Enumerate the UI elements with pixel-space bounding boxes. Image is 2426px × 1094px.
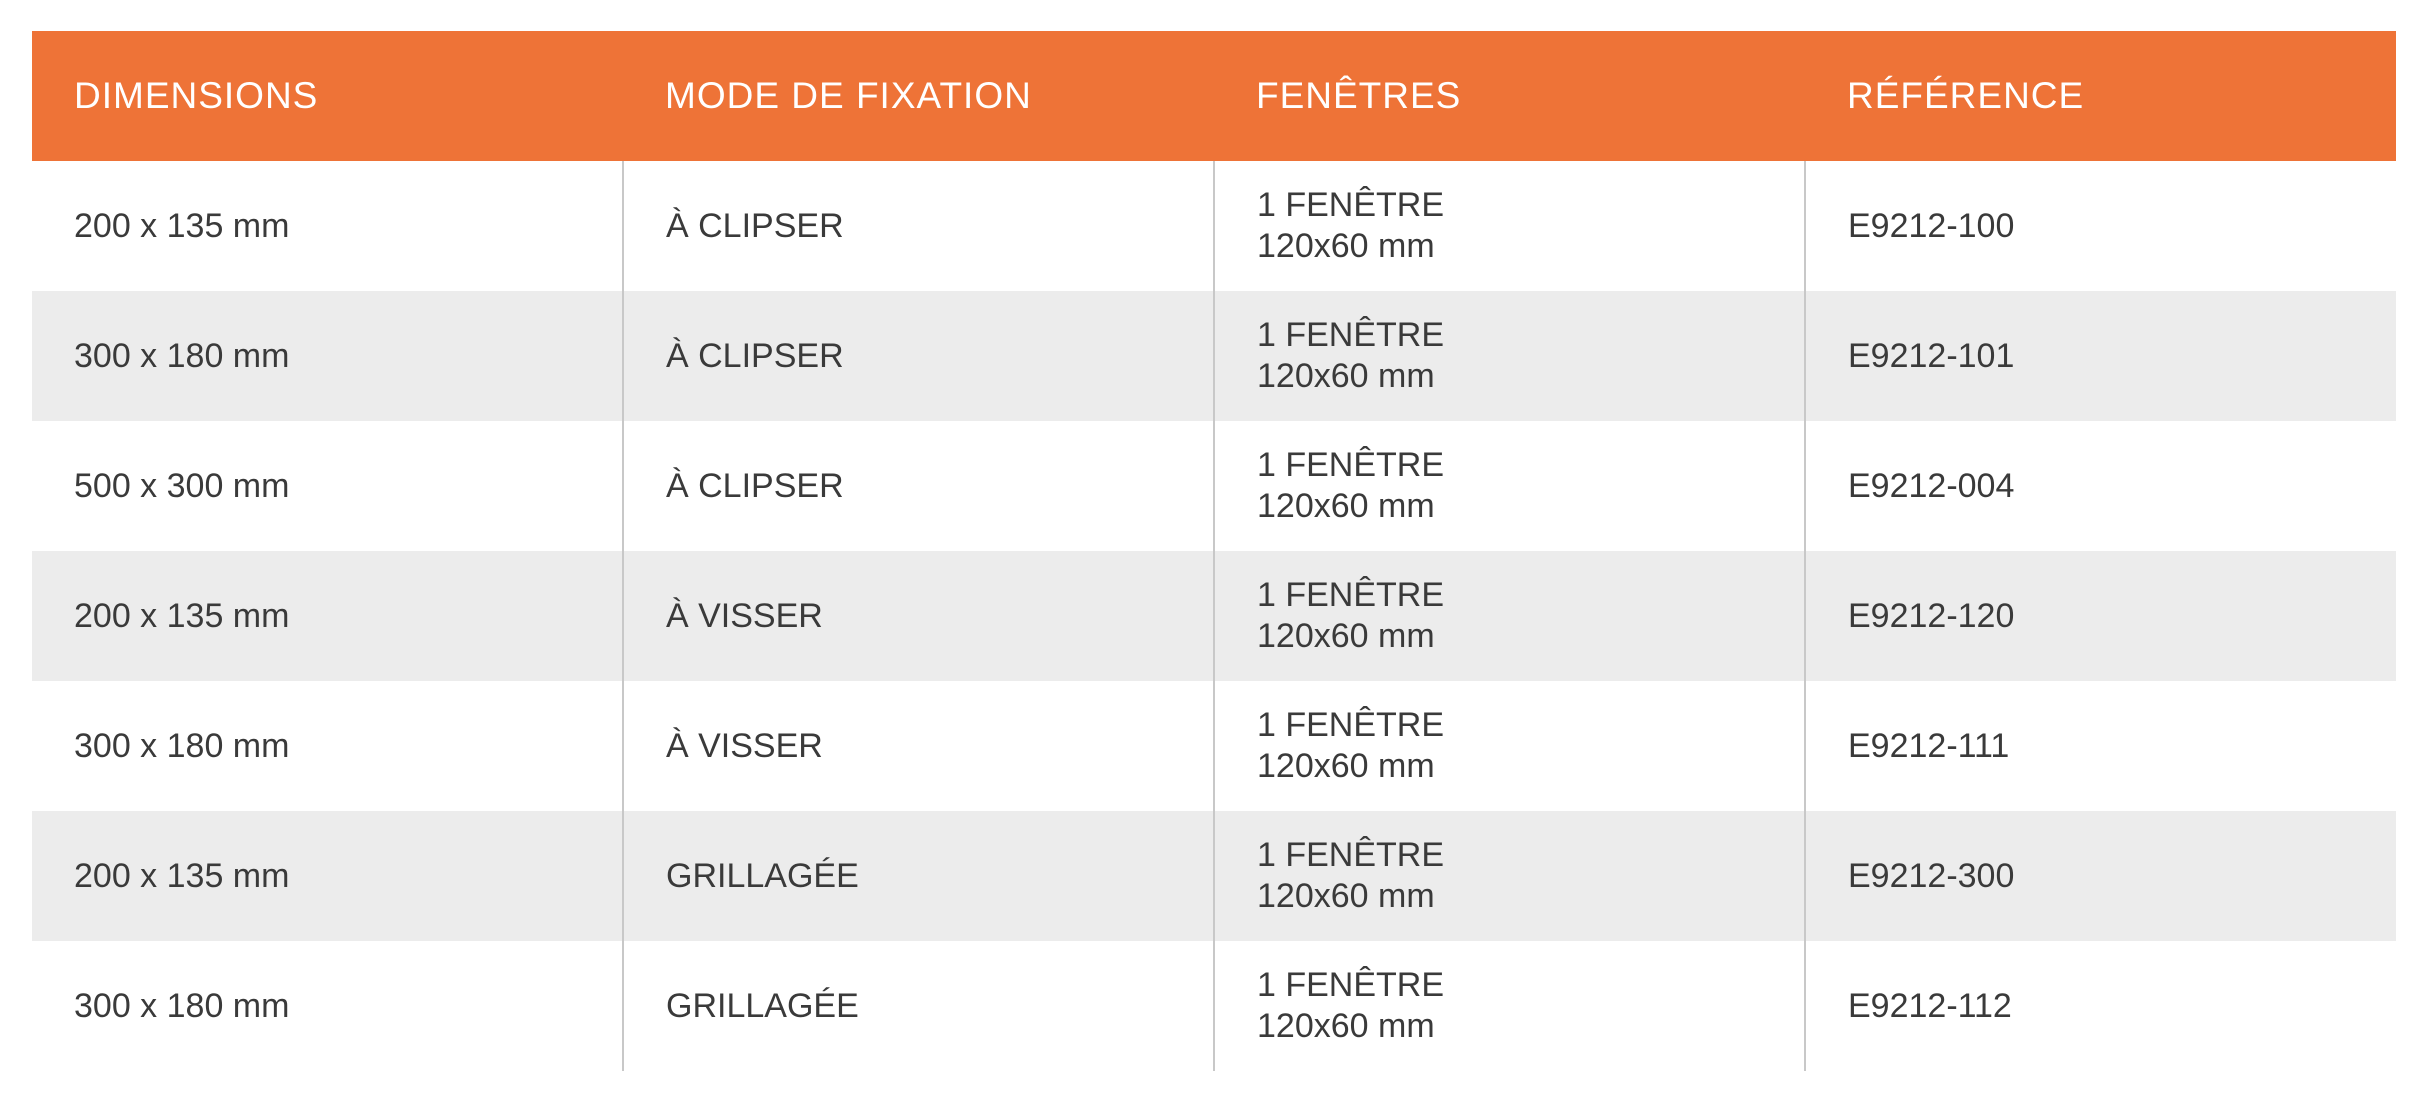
cell-fenetres: 1 FENÊTRE 120x60 mm: [1213, 811, 1805, 941]
column-header-fenetres: FENÊTRES: [1214, 31, 1805, 161]
table-row: 200 x 135 mm À VISSER 1 FENÊTRE 120x60 m…: [32, 551, 2396, 681]
table-row: 200 x 135 mm À CLIPSER 1 FENÊTRE 120x60 …: [32, 161, 2396, 291]
fenetres-count: 1 FENÊTRE: [1257, 316, 1445, 354]
cell-fenetres: 1 FENÊTRE 120x60 mm: [1213, 941, 1805, 1071]
fenetres-size: 120x60 mm: [1257, 1007, 1435, 1045]
table-row: 500 x 300 mm À CLIPSER 1 FENÊTRE 120x60 …: [32, 421, 2396, 551]
cell-fixation: À CLIPSER: [622, 291, 1214, 421]
cell-dimensions: 200 x 135 mm: [74, 206, 290, 245]
table-row: 300 x 180 mm À CLIPSER 1 FENÊTRE 120x60 …: [32, 291, 2396, 421]
cell-fixation: À CLIPSER: [622, 161, 1214, 291]
cell-reference: E9212-101: [1804, 291, 2396, 421]
table-row: 200 x 135 mm GRILLAGÉE 1 FENÊTRE 120x60 …: [32, 811, 2396, 941]
cell-reference: E9212-300: [1804, 811, 2396, 941]
column-header-dimensions: DIMENSIONS: [32, 31, 623, 161]
fenetres-size: 120x60 mm: [1257, 877, 1435, 915]
cell-dimensions: 300 x 180 mm: [74, 986, 290, 1025]
cell-reference: E9212-120: [1804, 551, 2396, 681]
cell-reference: E9212-100: [1804, 161, 2396, 291]
fenetres-size: 120x60 mm: [1257, 227, 1435, 265]
fenetres-size: 120x60 mm: [1257, 617, 1435, 655]
cell-dimensions: 200 x 135 mm: [32, 811, 623, 941]
cell-fixation: GRILLAGÉE: [622, 811, 1214, 941]
fenetres-count: 1 FENÊTRE: [1257, 446, 1445, 484]
column-header-reference: RÉFÉRENCE: [1805, 31, 2396, 161]
product-table: DIMENSIONS MODE DE FIXATION FENÊTRES RÉF…: [32, 31, 2396, 1071]
cell-fenetres: 1 FENÊTRE 120x60 mm: [1213, 291, 1805, 421]
cell-reference: E9212-111: [1804, 681, 2396, 811]
cell-dimensions: 200 x 135 mm: [32, 551, 623, 681]
fenetres-size: 120x60 mm: [1257, 747, 1435, 785]
cell-fenetres: 1 FENÊTRE 120x60 mm: [1213, 421, 1805, 551]
fenetres-count: 1 FENÊTRE: [1257, 576, 1445, 614]
cell-fixation: À VISSER: [622, 551, 1214, 681]
fenetres-size: 120x60 mm: [1257, 487, 1435, 525]
cell-dimensions: 500 x 300 mm: [74, 466, 290, 505]
fenetres-count: 1 FENÊTRE: [1257, 186, 1445, 224]
table-body: 200 x 135 mm À CLIPSER 1 FENÊTRE 120x60 …: [32, 161, 2396, 1071]
cell-fenetres: 1 FENÊTRE 120x60 mm: [1213, 551, 1805, 681]
table-row: 300 x 180 mm GRILLAGÉE 1 FENÊTRE 120x60 …: [32, 941, 2396, 1071]
cell-fixation: GRILLAGÉE: [622, 941, 1214, 1071]
cell-fixation: À CLIPSER: [622, 421, 1214, 551]
fenetres-size: 120x60 mm: [1257, 357, 1435, 395]
cell-reference: E9212-004: [1804, 421, 2396, 551]
cell-fenetres: 1 FENÊTRE 120x60 mm: [1213, 161, 1805, 291]
cell-fenetres: 1 FENÊTRE 120x60 mm: [1213, 681, 1805, 811]
fenetres-count: 1 FENÊTRE: [1257, 966, 1445, 1004]
table-row: 300 x 180 mm À VISSER 1 FENÊTRE 120x60 m…: [32, 681, 2396, 811]
header-row: DIMENSIONS MODE DE FIXATION FENÊTRES RÉF…: [32, 31, 2396, 161]
product-table-container: DIMENSIONS MODE DE FIXATION FENÊTRES RÉF…: [32, 31, 2396, 1071]
cell-reference: E9212-112: [1804, 941, 2396, 1071]
table-header: DIMENSIONS MODE DE FIXATION FENÊTRES RÉF…: [32, 31, 2396, 161]
fenetres-count: 1 FENÊTRE: [1257, 836, 1445, 874]
cell-dimensions: 300 x 180 mm: [32, 291, 623, 421]
cell-dimensions: 300 x 180 mm: [74, 726, 290, 765]
cell-fixation: À VISSER: [622, 681, 1214, 811]
column-header-mode-de-fixation: MODE DE FIXATION: [623, 31, 1214, 161]
fenetres-count: 1 FENÊTRE: [1257, 706, 1445, 744]
